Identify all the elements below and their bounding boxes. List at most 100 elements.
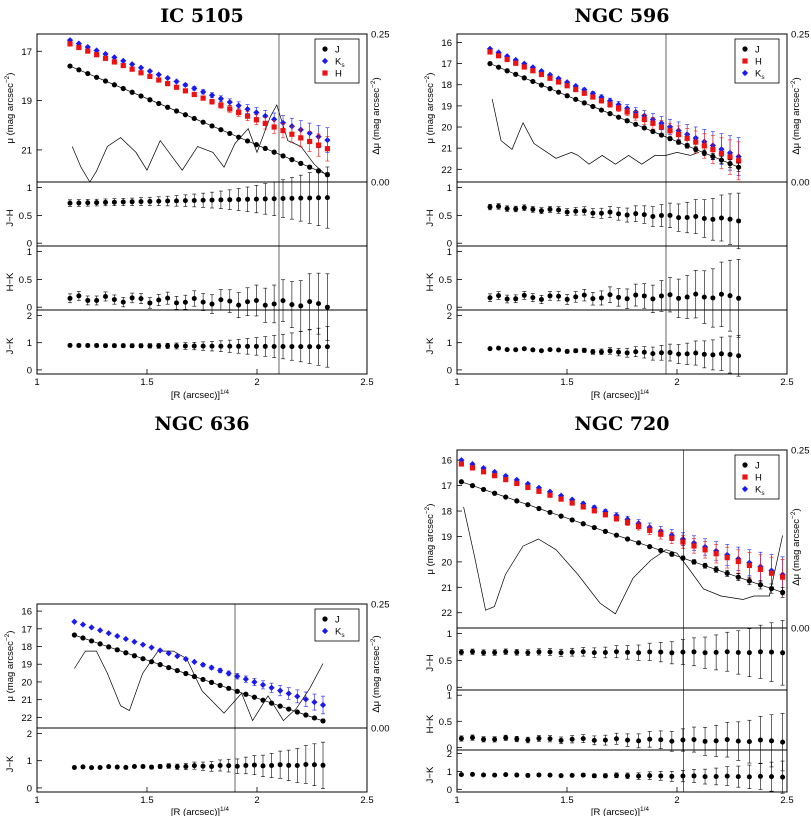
mu-tick-label: 19 (441, 532, 452, 543)
data-point-J (123, 650, 129, 656)
color-tick-label: 2 (447, 749, 452, 760)
color-data-point (650, 214, 656, 220)
color-frame (456, 627, 788, 691)
x-tick-label: 1.5 (560, 377, 573, 388)
color-tick-label: 1 (27, 247, 32, 258)
color-data-point (530, 206, 536, 212)
color-data-point (324, 304, 330, 310)
legend: JKs (314, 608, 360, 642)
color-data-point (106, 764, 112, 770)
color-data-point (713, 738, 719, 744)
color-data-point (182, 198, 188, 204)
color-data-point (633, 292, 639, 298)
color-data-point (458, 772, 464, 778)
color-data-point (191, 343, 197, 349)
color-tick-label: 1 (447, 247, 452, 258)
data-point-K (191, 658, 198, 666)
legend-label: H (755, 473, 762, 484)
x-tick-label: 1 (34, 795, 39, 806)
color-data-point (602, 737, 608, 743)
data-point-J (480, 486, 487, 493)
data-point-J (521, 75, 527, 81)
residual-axis-label: Δμ (mag arcsec−2) (370, 77, 382, 154)
data-point-H (298, 135, 304, 141)
color-data-point (496, 293, 502, 299)
data-point-J (513, 71, 519, 77)
series-H (487, 49, 742, 181)
color-data-point (556, 207, 562, 213)
color-axis-label: J−H (425, 654, 436, 671)
data-point-J (311, 715, 318, 721)
data-point-H (503, 476, 509, 483)
color-data-point (277, 762, 283, 768)
color-data-point (157, 763, 163, 769)
data-point-J (182, 112, 188, 118)
color-data-point (633, 349, 639, 355)
color-panel: 1 0.5 0 J−H (425, 620, 788, 694)
data-point-J (680, 555, 686, 561)
legend-marker (322, 46, 328, 52)
x-axis-label: [R (arcsec)]1/4 (591, 389, 650, 401)
data-point-H (218, 102, 224, 108)
data-point-H (236, 109, 242, 116)
data-point-H (680, 539, 686, 545)
color-tick-label: 2 (27, 311, 32, 322)
data-point-J (234, 688, 240, 694)
color-data-point (316, 195, 322, 201)
color-data-point (556, 293, 562, 299)
data-point-H (480, 469, 487, 475)
data-point-J (684, 143, 690, 149)
data-point-J (613, 532, 620, 538)
data-point-H (280, 128, 286, 134)
data-point-H (67, 41, 73, 47)
data-point-K (217, 95, 224, 102)
x-tick-label: 1 (454, 795, 459, 806)
data-point-H (702, 547, 708, 553)
color-data-point (182, 343, 188, 349)
mu-tick-label: 18 (21, 642, 32, 653)
mu-tick-label: 17 (441, 59, 452, 70)
data-point-H (289, 131, 295, 137)
color-data-point (676, 351, 682, 357)
color-data-point (547, 347, 553, 353)
data-point-K (538, 68, 545, 75)
data-point-K (613, 512, 620, 519)
data-point-H (191, 91, 197, 98)
data-point-K (105, 630, 112, 637)
color-data-point (701, 215, 707, 221)
data-point-J (148, 659, 155, 665)
residual-axis-label: Δμ (mag arcsec−2) (790, 508, 802, 585)
color-data-point (217, 762, 223, 768)
color-data-point (658, 293, 664, 299)
color-data-point (613, 772, 619, 778)
color-data-point (625, 737, 631, 743)
data-point-J (591, 524, 597, 531)
data-point-H (85, 48, 91, 54)
color-data-point (573, 208, 579, 214)
color-data-point (200, 299, 206, 305)
color-data-point (521, 205, 527, 211)
color-data-point (147, 300, 153, 306)
color-data-point (691, 737, 697, 743)
color-data-point (492, 650, 498, 656)
data-point-H (521, 64, 527, 70)
data-point-J (85, 70, 91, 77)
color-tick-label: 1 (27, 338, 32, 349)
color-data-point (667, 292, 673, 298)
data-point-H (564, 83, 570, 89)
data-point-H (94, 52, 100, 58)
data-point-K (157, 647, 164, 654)
color-data-point (547, 649, 553, 655)
color-data-point (218, 343, 224, 349)
color-data-point (658, 773, 664, 779)
color-data-point (702, 650, 708, 656)
legend-label: J (335, 615, 340, 626)
color-data-point (667, 212, 673, 218)
data-point-J (260, 697, 266, 703)
color-frame (36, 309, 368, 375)
color-data-point (647, 649, 653, 655)
color-data-point (727, 216, 733, 222)
color-tick-label: 0 (447, 785, 452, 796)
data-point-J (693, 146, 699, 152)
data-point-H (710, 146, 716, 153)
